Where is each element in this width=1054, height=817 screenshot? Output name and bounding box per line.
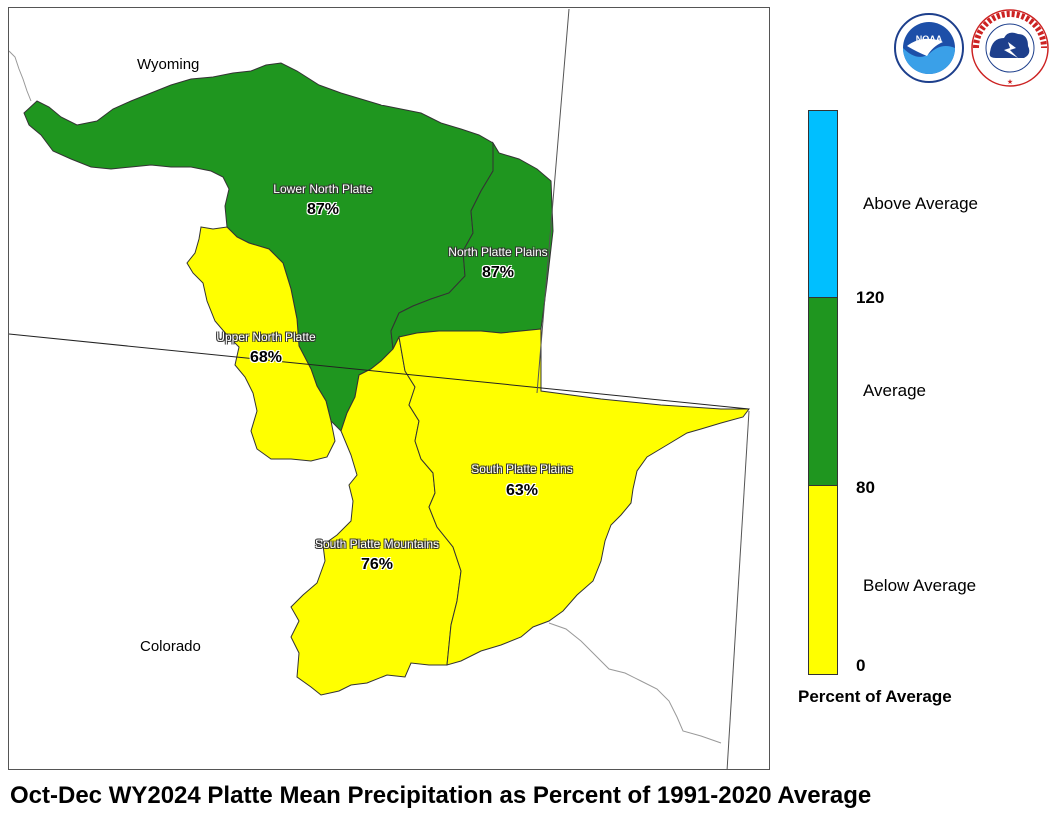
svg-text:★: ★ bbox=[1007, 78, 1013, 86]
svg-text:NOAA: NOAA bbox=[916, 34, 943, 44]
map-caption: Oct-Dec WY2024 Platte Mean Precipitation… bbox=[10, 782, 872, 809]
terrain-trace-se bbox=[548, 622, 722, 744]
state-border-co-ne bbox=[726, 410, 750, 769]
basin-label-south-platte-plains: South Platte Plains bbox=[471, 462, 573, 476]
basin-value-south-platte-plains: 63% bbox=[505, 482, 539, 499]
legend-color-bar bbox=[808, 110, 838, 675]
legend-label-average: Average bbox=[863, 381, 927, 400]
basin-value-lower-north-platte: 87% bbox=[306, 201, 340, 218]
basin-shape-upper-north-platte[interactable] bbox=[186, 226, 336, 462]
basin-map bbox=[9, 8, 750, 769]
state-label-colorado: Colorado bbox=[140, 638, 201, 655]
basin-label-lower-north-platte: Lower North Platte bbox=[273, 182, 373, 196]
legend-swatch-below bbox=[809, 486, 837, 674]
legend-swatch-average bbox=[809, 298, 837, 486]
basin-value-north-platte-plains: 87% bbox=[481, 264, 515, 281]
legend-tick-120: 120 bbox=[856, 288, 885, 307]
legend-label-below: Below Average bbox=[863, 576, 977, 595]
legend-label-above: Above Average bbox=[863, 194, 978, 213]
state-label-wyoming: Wyoming bbox=[137, 56, 200, 73]
basin-label-south-platte-mountains: South Platte Mountains bbox=[314, 537, 440, 551]
noaa-logo: NOAA bbox=[894, 13, 964, 83]
state-border-wy-co bbox=[9, 333, 750, 410]
map-panel bbox=[8, 7, 770, 770]
legend-title: Percent of Average bbox=[798, 687, 952, 706]
basin-label-north-platte-plains: North Platte Plains bbox=[448, 245, 548, 259]
legend-tick-0: 0 bbox=[856, 656, 866, 675]
nws-logo: ★ bbox=[971, 9, 1049, 87]
basin-label-upper-north-platte: Upper North Platte bbox=[216, 330, 316, 344]
terrain-trace-nw bbox=[9, 50, 32, 102]
legend-swatch-above bbox=[809, 111, 837, 298]
basin-shape-south-platte-plains[interactable] bbox=[398, 328, 750, 666]
state-border-wy-ne bbox=[536, 8, 570, 394]
basin-value-upper-north-platte: 68% bbox=[249, 349, 283, 366]
legend-tick-80: 80 bbox=[856, 478, 875, 497]
basin-value-south-platte-mountains: 76% bbox=[360, 556, 394, 573]
